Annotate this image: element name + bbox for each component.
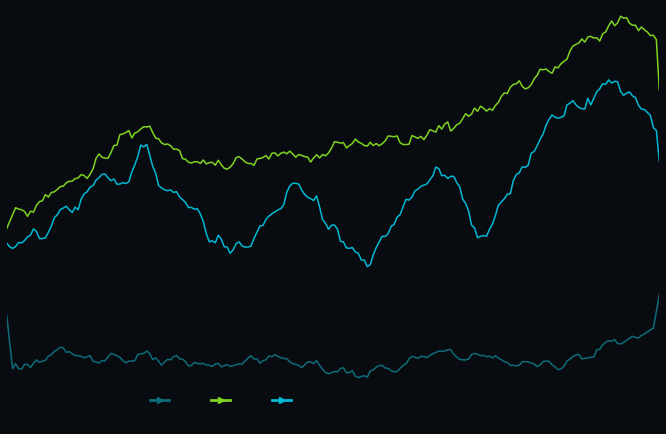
Legend: , , : , ,: [145, 388, 300, 413]
